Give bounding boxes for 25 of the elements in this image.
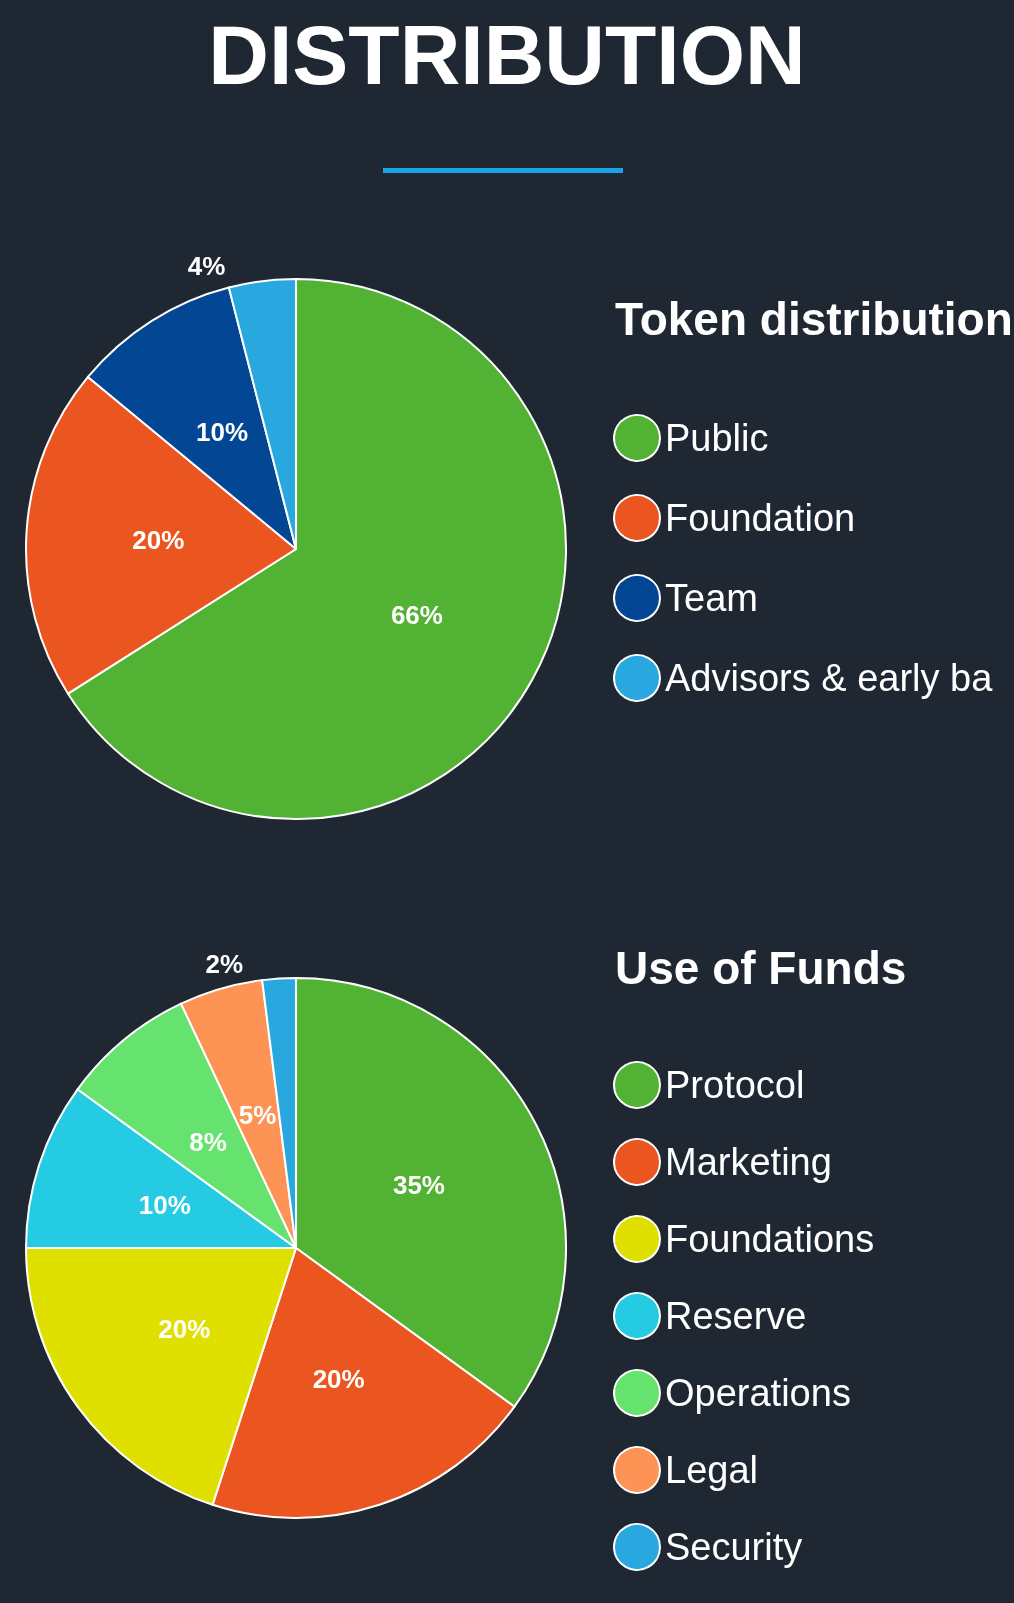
legend-label: Foundation xyxy=(665,497,856,539)
legend-label: Marketing xyxy=(665,1141,832,1183)
data-label: 35% xyxy=(392,1170,445,1201)
data-label: 20% xyxy=(312,1364,365,1395)
legend-title: Use of Funds xyxy=(615,942,907,994)
data-label: 4% xyxy=(187,251,226,282)
legend-label: Security xyxy=(665,1526,803,1568)
legend-label: Reserve xyxy=(665,1295,807,1337)
data-label: 5% xyxy=(238,1100,277,1131)
data-label: 66% xyxy=(390,600,443,631)
legend-label: Advisors & early ba xyxy=(665,657,994,699)
legend-label: Operations xyxy=(665,1372,851,1414)
data-label: 8% xyxy=(189,1126,227,1157)
legend-label: Protocol xyxy=(665,1064,805,1106)
legend-label: Public xyxy=(665,417,769,459)
data-label: 2% xyxy=(205,948,244,979)
legend-label: Team xyxy=(665,577,758,619)
legend-label: Foundations xyxy=(665,1218,875,1260)
data-label: 10% xyxy=(196,417,249,448)
data-label: 20% xyxy=(158,1314,211,1345)
data-label: 20% xyxy=(132,525,185,556)
chart-title: DISTRIBUTION xyxy=(208,8,806,102)
data-label: 10% xyxy=(138,1190,191,1221)
legend-title: Token distribution xyxy=(615,293,1013,345)
legend-label: Legal xyxy=(665,1449,758,1491)
